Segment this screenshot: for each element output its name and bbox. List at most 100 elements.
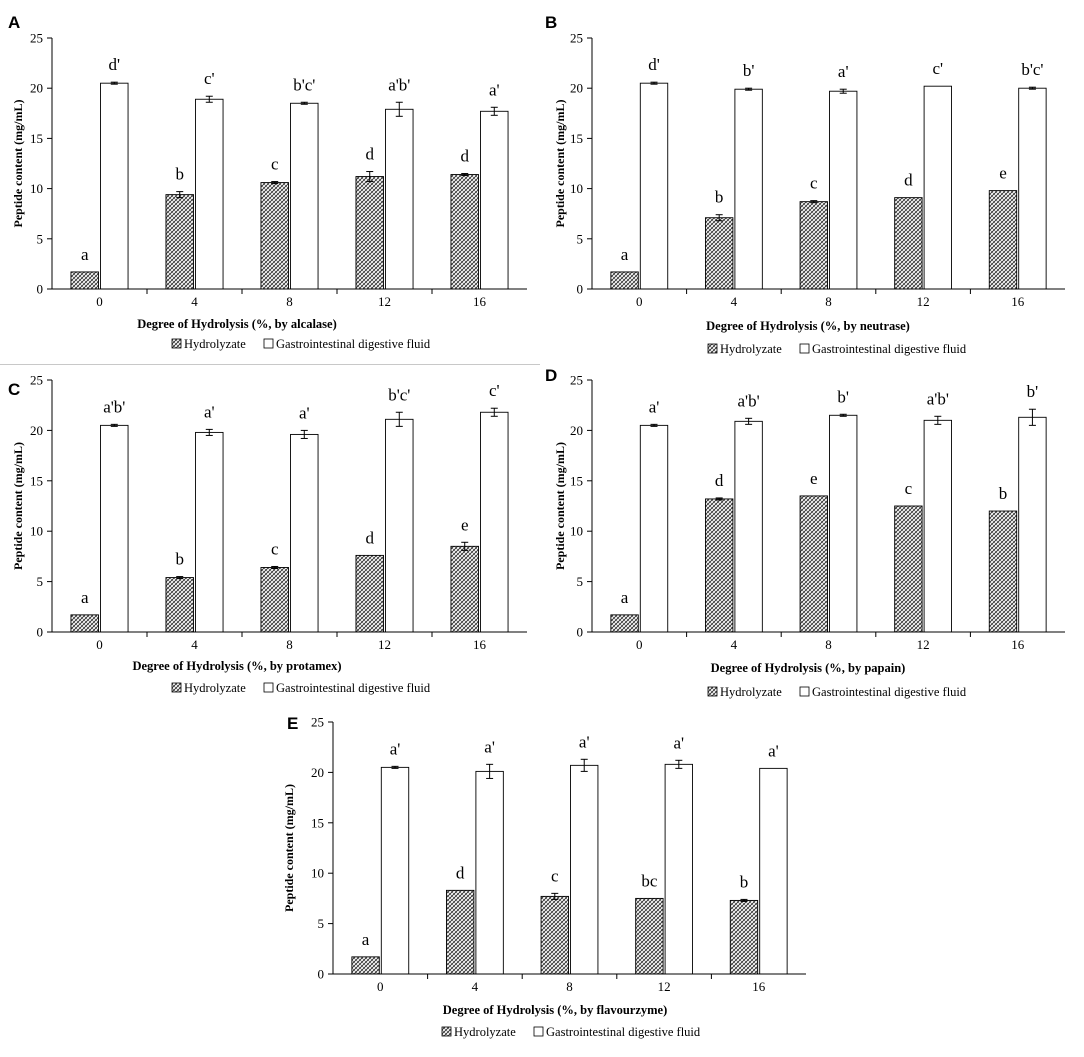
y-tick-label: 10 [570, 524, 583, 539]
bar-digestive-fluid [290, 433, 319, 633]
legend-label-digestive-fluid: Gastrointestinal digestive fluid [276, 681, 431, 695]
x-tick-label: 16 [1011, 637, 1025, 652]
y-tick-label: 10 [570, 181, 583, 196]
significance-label: d [365, 145, 374, 164]
x-axis-title: Degree of Hydrolysis (%, by protamex) [132, 659, 341, 673]
bar-digestive-fluid [664, 763, 693, 975]
bar-digestive-fluid [1018, 87, 1047, 290]
significance-label: d' [648, 55, 660, 74]
significance-label: d [904, 171, 913, 190]
y-tick-label: 15 [311, 815, 324, 830]
bar-digestive-fluid [385, 418, 414, 633]
x-tick-label: 12 [658, 979, 671, 994]
x-tick-label: 16 [752, 979, 766, 994]
significance-label: a [81, 245, 89, 264]
x-tick-label: 8 [825, 294, 832, 309]
x-tick-label: 0 [96, 294, 103, 309]
y-tick-label: 5 [318, 916, 325, 931]
significance-label: a' [484, 737, 495, 756]
significance-label: b'c' [293, 75, 315, 94]
bar-digestive-fluid [480, 411, 509, 633]
legend-swatch-hydrolyzate [707, 686, 718, 697]
panel-letter: D [545, 366, 557, 385]
bar-hydrolyzate [351, 956, 380, 975]
y-tick-label: 25 [570, 373, 583, 388]
y-tick-label: 0 [37, 282, 44, 297]
y-tick-label: 10 [311, 866, 324, 881]
significance-label: e [810, 469, 818, 488]
bar-hydrolyzate [729, 899, 759, 975]
legend-swatch-hydrolyzate [441, 1026, 452, 1037]
y-axis-title: Peptide content (mg/mL) [11, 442, 25, 570]
x-tick-label: 16 [473, 294, 487, 309]
bar-hydrolyzate [799, 201, 828, 290]
bar-hydrolyzate [450, 545, 479, 633]
significance-label: a'b' [738, 391, 760, 410]
legend-swatch-hydrolyzate [707, 343, 718, 354]
significance-label: a' [768, 741, 779, 760]
legend-swatch-digestive-fluid [263, 338, 274, 349]
bar-hydrolyzate [355, 554, 384, 633]
legend-swatch-digestive-fluid [799, 343, 810, 354]
y-axis-title: Peptide content (mg/mL) [282, 784, 296, 912]
significance-label: e [461, 515, 469, 534]
significance-label: b' [743, 61, 755, 80]
significance-label: b [175, 165, 184, 184]
chart-panel-d: D 0 5 10 15 20 25 Peptide content (mg/mL) a a' 0 d a… [545, 366, 1065, 699]
y-tick-label: 20 [30, 81, 43, 96]
y-tick-label: 10 [30, 181, 43, 196]
y-tick-label: 25 [311, 715, 324, 730]
bar-digestive-fluid [923, 85, 952, 290]
significance-label: a' [649, 397, 660, 416]
significance-label: a'b' [388, 75, 410, 94]
y-axis-title: Peptide content (mg/mL) [11, 100, 25, 228]
y-tick-label: 5 [577, 231, 584, 246]
bar-digestive-fluid [829, 414, 858, 633]
panel-letter: B [545, 13, 557, 32]
significance-label: bc [641, 871, 658, 890]
y-tick-label: 15 [570, 131, 583, 146]
legend-label-hydrolyzate: Hydrolyzate [720, 685, 782, 699]
bar-digestive-fluid [480, 110, 509, 290]
x-tick-label: 8 [286, 294, 293, 309]
legend-swatch-hydrolyzate [171, 682, 182, 693]
significance-label: b'c' [1021, 60, 1043, 79]
bar-digestive-fluid [570, 764, 599, 975]
bar-hydrolyzate [260, 182, 289, 290]
y-tick-label: 10 [30, 524, 43, 539]
significance-label: e [999, 164, 1007, 183]
legend: Hydrolyzate Gastrointestinal digestive fl… [171, 337, 431, 351]
chart-panel-e: E 0 5 10 15 20 25 Peptide content (mg/mL) a a' 0 d a… [282, 714, 806, 1039]
y-tick-label: 0 [318, 967, 325, 982]
significance-label: d [715, 471, 724, 490]
significance-label: b [740, 872, 749, 891]
x-tick-label: 4 [472, 979, 479, 994]
y-axis-title: Peptide content (mg/mL) [553, 442, 567, 570]
y-tick-label: 20 [570, 81, 583, 96]
x-tick-label: 0 [636, 637, 643, 652]
legend-label-hydrolyzate: Hydrolyzate [454, 1025, 516, 1039]
legend-label-hydrolyzate: Hydrolyzate [720, 342, 782, 356]
legend: Hydrolyzate Gastrointestinal digestive fl… [707, 342, 967, 356]
bar-hydrolyzate [260, 567, 289, 633]
bar-digestive-fluid [759, 767, 788, 975]
bar-hydrolyzate [70, 271, 99, 290]
x-tick-label: 12 [378, 637, 391, 652]
significance-label: c [271, 539, 279, 558]
significance-label: a'b' [927, 389, 949, 408]
y-tick-label: 20 [311, 765, 324, 780]
x-tick-label: 0 [96, 637, 103, 652]
significance-label: d [460, 147, 469, 166]
y-tick-label: 25 [570, 31, 583, 46]
panel-letter: E [287, 714, 298, 733]
bar-hydrolyzate [635, 897, 664, 975]
y-axis-title: Peptide content (mg/mL) [553, 100, 567, 228]
bar-hydrolyzate [610, 271, 639, 290]
bar-hydrolyzate [705, 498, 734, 633]
legend-label-digestive-fluid: Gastrointestinal digestive fluid [276, 337, 431, 351]
significance-label: c' [204, 69, 215, 88]
significance-label: c [810, 174, 818, 193]
x-tick-label: 4 [731, 294, 738, 309]
bar-digestive-fluid [829, 90, 858, 290]
x-tick-label: 8 [286, 637, 293, 652]
